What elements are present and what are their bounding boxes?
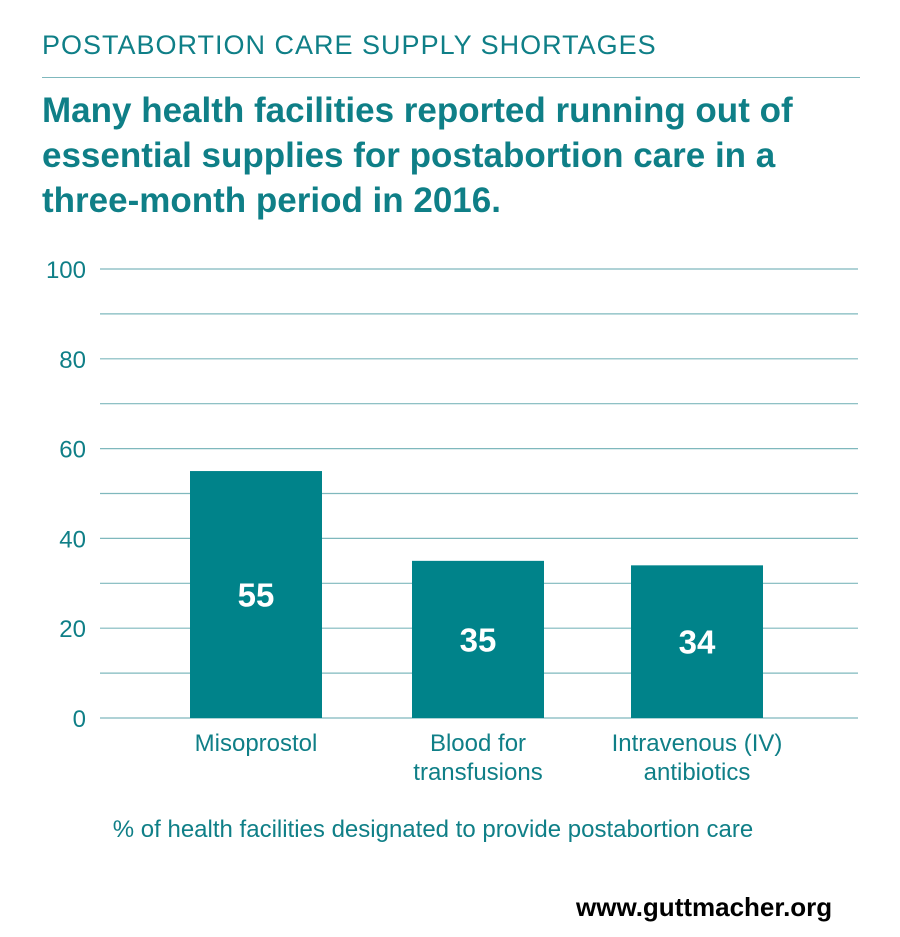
bar [631,565,763,718]
bar-value-label: 34 [679,624,716,661]
y-tick-label: 0 [73,706,86,733]
chart-headline: Many health facilities reported running … [42,91,793,220]
y-tick-label: 80 [59,347,86,374]
divider-rule [42,77,860,78]
category-label: antibiotics [644,759,751,786]
bar-chart: 0 20 40 60 80 100 55 Misoprostol 35 Blood fortran… [46,257,858,843]
x-axis-label: % of health facilities designated to pro… [113,816,753,843]
y-tick-label: 60 [59,437,86,464]
bar [412,560,544,718]
category-label: transfusions [413,759,542,786]
y-tick-label: 20 [59,616,86,643]
category-label: Misoprostol [195,730,318,757]
bar [190,471,322,718]
category-label: Intravenous (IV) [612,730,783,757]
bar-value-label: 35 [460,621,497,658]
bar-value-label: 55 [238,577,275,614]
y-tick-label: 40 [59,526,86,553]
y-tick-label: 100 [46,257,86,284]
chart-kicker: POSTABORTION CARE SUPPLY SHORTAGES [42,30,657,60]
category-label: Blood for [430,730,526,757]
source-url: www.guttmacher.org [576,892,833,922]
